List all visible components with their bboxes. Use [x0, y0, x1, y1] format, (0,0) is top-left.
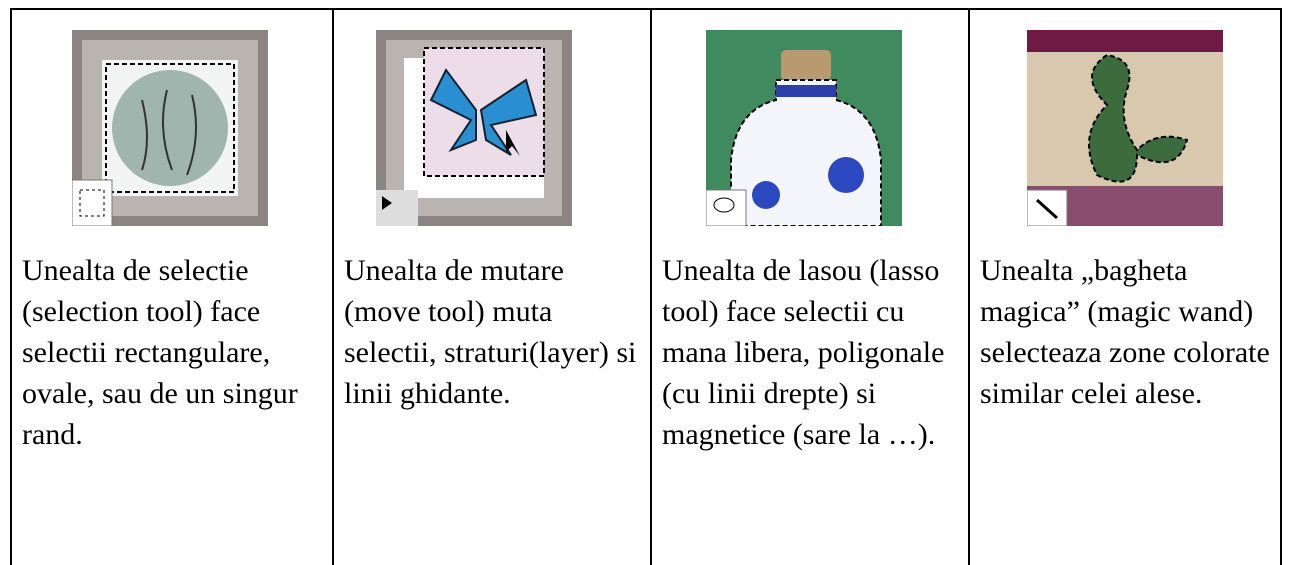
- cell-text: Unealta de mutare (move tool) muta selec…: [344, 254, 637, 410]
- move-image: [376, 30, 572, 226]
- cell-text: Unealta de selectie (selection tool) fac…: [22, 254, 298, 451]
- tools-table: Unealta de selectie (selection tool) fac…: [10, 8, 1282, 565]
- magic-wand-image: [1027, 30, 1223, 226]
- table-cell: Unealta „bagheta magica” (magic wand) se…: [968, 10, 1282, 565]
- selection-image: [72, 30, 268, 226]
- lasso-image: [706, 30, 902, 226]
- cell-text: Unealta de lasou (lasso tool) face selec…: [662, 254, 945, 451]
- cell-text: Unealta „bagheta magica” (magic wand) se…: [980, 254, 1270, 410]
- table-cell: Unealta de mutare (move tool) muta selec…: [332, 10, 650, 565]
- table-cell: Unealta de lasou (lasso tool) face selec…: [650, 10, 968, 565]
- table-cell: Unealta de selectie (selection tool) fac…: [10, 10, 332, 565]
